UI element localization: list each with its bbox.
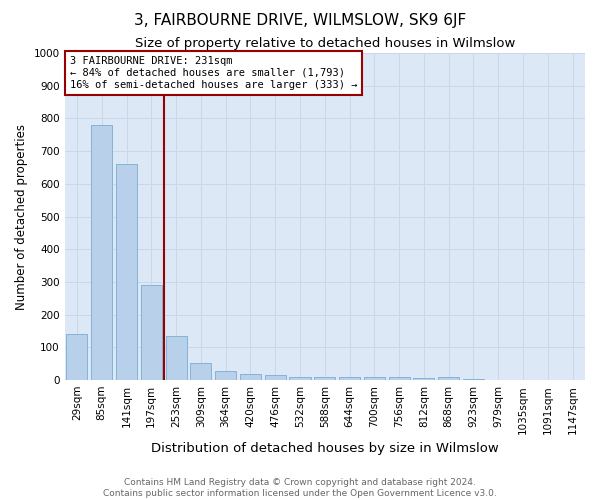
Bar [190, 363, 211, 380]
Text: Contains HM Land Registry data © Crown copyright and database right 2024.
Contai: Contains HM Land Registry data © Crown c… [103, 478, 497, 498]
Bar [289, 378, 311, 380]
Bar [413, 378, 434, 380]
Bar [166, 336, 187, 380]
Bar [389, 378, 410, 380]
Y-axis label: Number of detached properties: Number of detached properties [15, 124, 28, 310]
Bar [339, 377, 360, 380]
Bar [67, 334, 88, 380]
Title: Size of property relative to detached houses in Wilmslow: Size of property relative to detached ho… [134, 38, 515, 51]
Bar [364, 378, 385, 380]
Bar [240, 374, 261, 380]
Bar [141, 285, 162, 380]
X-axis label: Distribution of detached houses by size in Wilmslow: Distribution of detached houses by size … [151, 442, 499, 455]
Bar [116, 164, 137, 380]
Bar [91, 125, 112, 380]
Bar [265, 375, 286, 380]
Text: 3, FAIRBOURNE DRIVE, WILMSLOW, SK9 6JF: 3, FAIRBOURNE DRIVE, WILMSLOW, SK9 6JF [134, 12, 466, 28]
Bar [438, 378, 459, 380]
Bar [314, 378, 335, 380]
Text: 3 FAIRBOURNE DRIVE: 231sqm
← 84% of detached houses are smaller (1,793)
16% of s: 3 FAIRBOURNE DRIVE: 231sqm ← 84% of deta… [70, 56, 357, 90]
Bar [215, 371, 236, 380]
